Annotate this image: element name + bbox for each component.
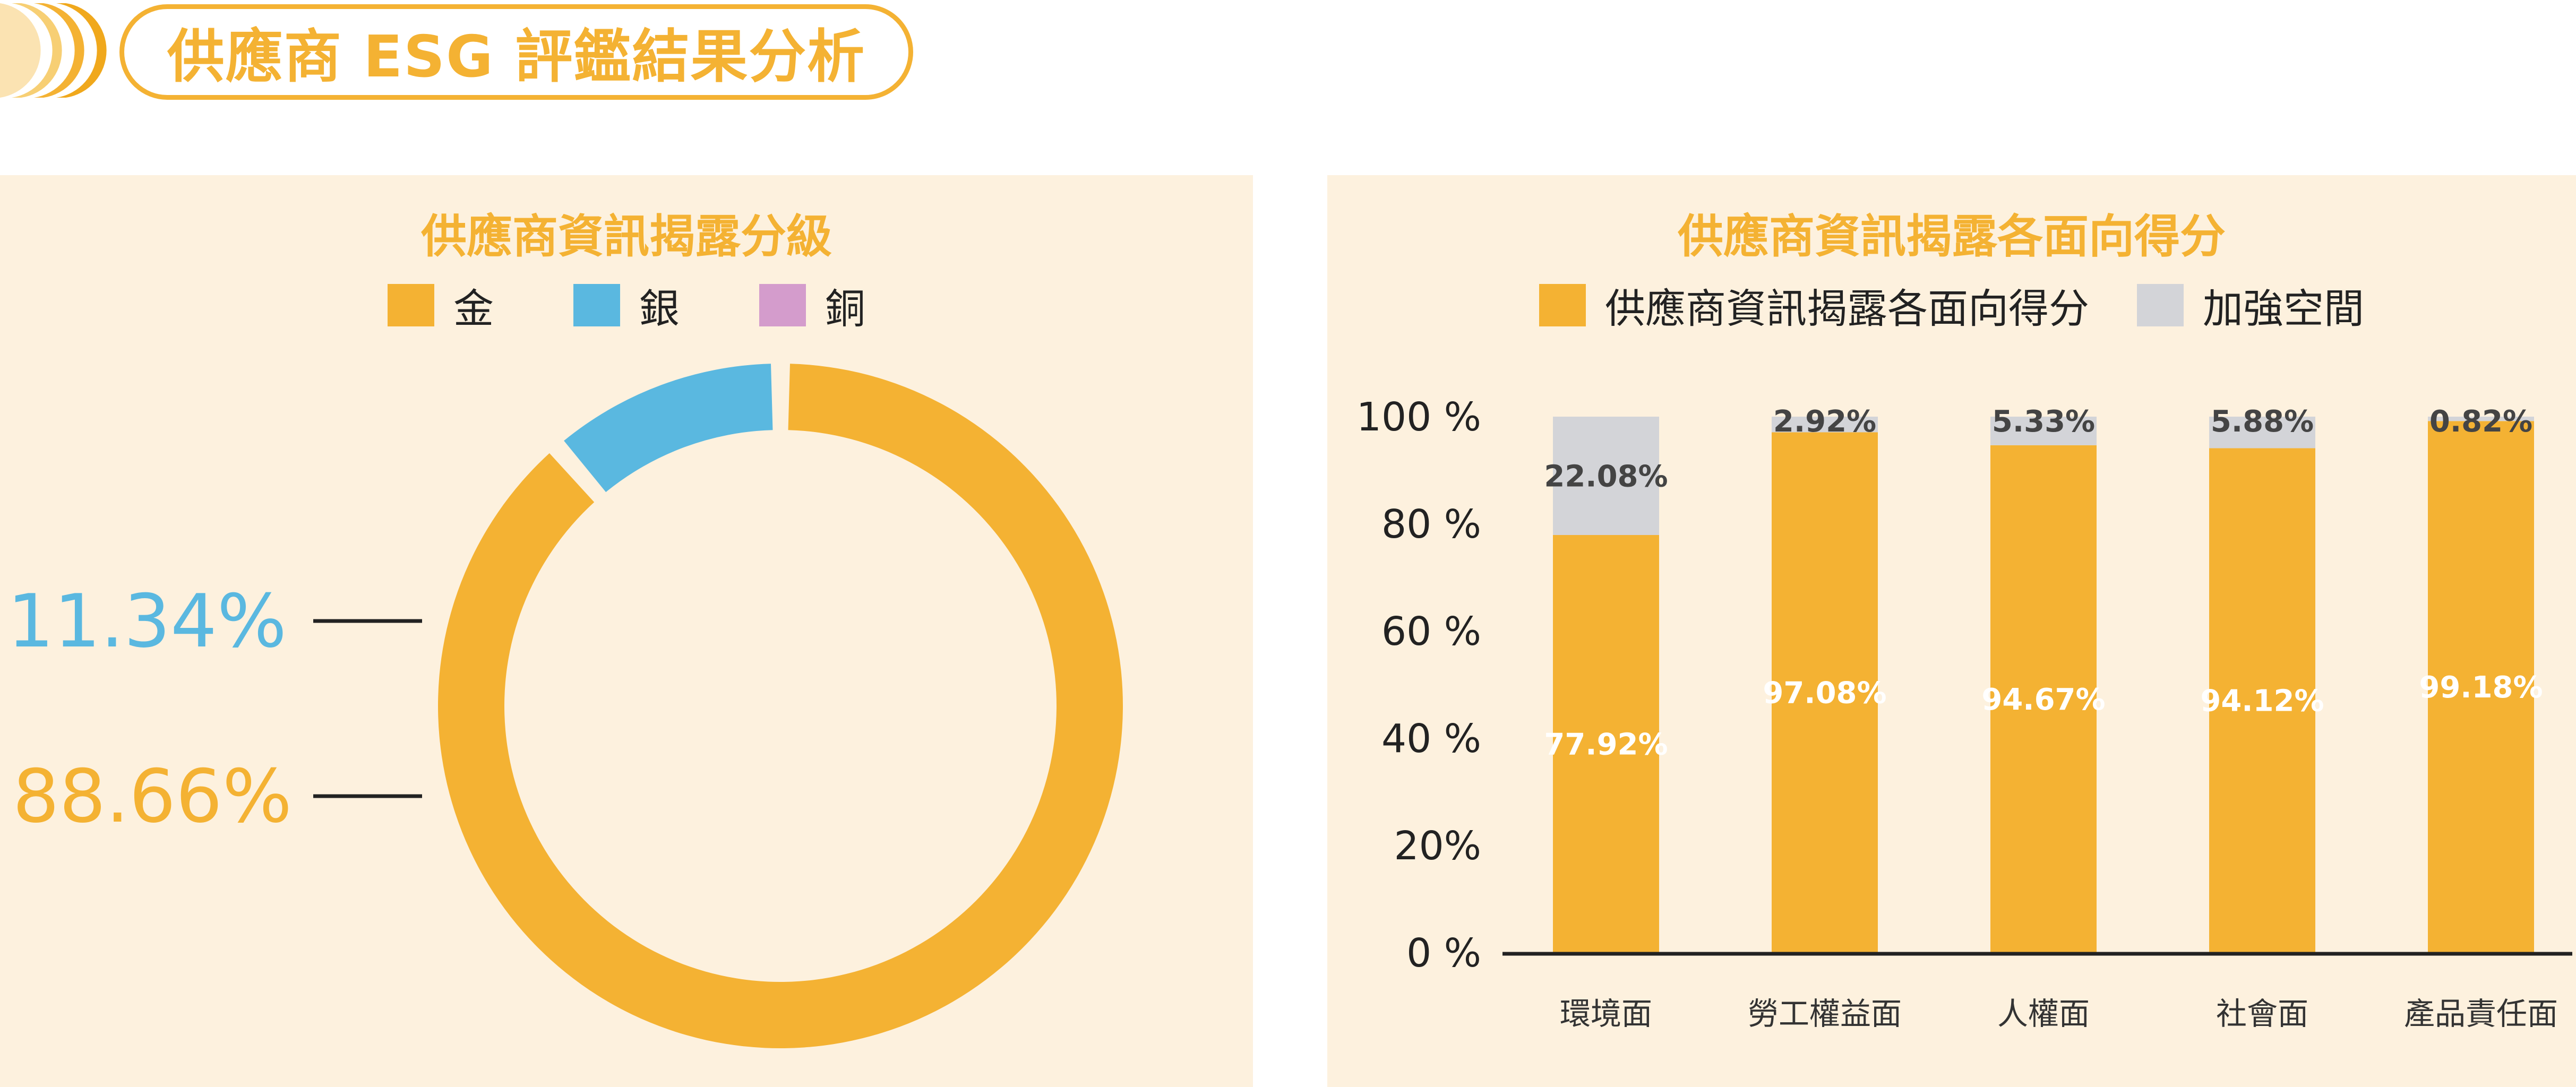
bar-score-label: 94.67% (1981, 683, 2105, 717)
y-tick-label: 100 % (1356, 394, 1481, 440)
donut-slice-gold (438, 364, 1123, 1049)
slice-label-gold: 88.66% (13, 754, 292, 839)
legend-item-improve: 加強空間 (2137, 276, 2364, 334)
bar-score-label: 94.12% (2200, 684, 2324, 719)
legend-item-gold: 金 (388, 276, 494, 334)
legend-label-score: 供應商資訊揭露各面向得分 (1605, 285, 2089, 332)
bar-panel: 供應商資訊揭露各面向得分 供應商資訊揭露各面向得分 加強空間 0 % 20% 40 … (1327, 175, 2576, 1087)
legend-swatch-bronze (759, 284, 806, 326)
bar-improve-label: 5.33% (1992, 404, 2095, 439)
y-tick-label: 20% (1394, 823, 1481, 869)
bar-chart-title: 供應商資訊揭露各面向得分 (1678, 210, 2226, 263)
slice-label-silver: 11.34% (7, 579, 287, 664)
x-category-label: 產品責任面 (2404, 996, 2558, 1032)
bar-score (1990, 445, 2097, 953)
legend-item-silver: 銀 (573, 276, 680, 334)
legend-item-score: 供應商資訊揭露各面向得分 (1539, 276, 2089, 334)
y-tick-label: 0 % (1406, 930, 1481, 976)
y-tick-label: 60 % (1381, 609, 1481, 654)
legend-swatch-gold (388, 284, 434, 326)
y-tick-label: 40 % (1381, 716, 1481, 762)
bar-chart: 0 % 20% 40 % 60 % 80 % 100 % 77.92% 22.08% 環境面 97… (1356, 394, 2572, 1032)
header-arcs-icon (0, 3, 107, 98)
x-category-label: 人權面 (1997, 996, 2090, 1032)
legend-label-gold: 金 (453, 285, 494, 332)
legend-label-bronze: 銅 (825, 285, 865, 332)
legend-swatch-improve (2137, 284, 2184, 326)
donut-chart-title: 供應商資訊揭露分級 (421, 210, 832, 263)
bar-improve-label: 0.82% (2429, 404, 2532, 439)
bar-improve (1772, 417, 1878, 433)
bar-improve (1553, 417, 1659, 536)
page-header: 供應商 ESG 評鑑結果分析 (0, 0, 956, 106)
legend-label-silver: 銀 (639, 285, 680, 332)
legend-swatch-score (1539, 284, 1586, 326)
bar-improve (2428, 417, 2534, 421)
donut-panel: 供應商資訊揭露分級 金 銀 銅 11.34% 88.66% (0, 175, 1253, 1087)
donut-chart: 11.34% 88.66% (7, 364, 1123, 1049)
page-title: 供應商 ESG 評鑑結果分析 (167, 24, 866, 90)
donut-slice-silver (564, 364, 773, 493)
bar-improve-label: 5.88% (2211, 404, 2314, 439)
donut-legend: 金 銀 銅 (0, 276, 1253, 334)
bar-improve-label: 22.08% (1544, 460, 1668, 494)
bar-score-label: 77.92% (1544, 728, 1668, 762)
header-title-pill: 供應商 ESG 評鑑結果分析 (119, 4, 913, 100)
bar-score (1553, 535, 1659, 953)
x-category-label: 勞工權益面 (1748, 996, 1902, 1032)
x-category-label: 社會面 (2216, 996, 2308, 1032)
legend-item-bronze: 銅 (759, 276, 865, 334)
bar-legend: 供應商資訊揭露各面向得分 加強空間 (1327, 276, 2576, 334)
bar-score (2209, 448, 2315, 953)
bar-improve (1990, 417, 2097, 445)
y-tick-label: 80 % (1381, 502, 1481, 547)
bar-score-label: 99.18% (2419, 670, 2543, 705)
legend-swatch-silver (573, 284, 620, 326)
bar-improve (2209, 417, 2315, 448)
bar-score (1772, 432, 1878, 953)
bar-score (2428, 421, 2534, 953)
legend-label-improve: 加強空間 (2203, 285, 2364, 332)
bar-improve-label: 2.92% (1773, 404, 1876, 439)
x-category-label: 環境面 (1560, 996, 1652, 1032)
bar-score-label: 97.08% (1763, 676, 1886, 711)
